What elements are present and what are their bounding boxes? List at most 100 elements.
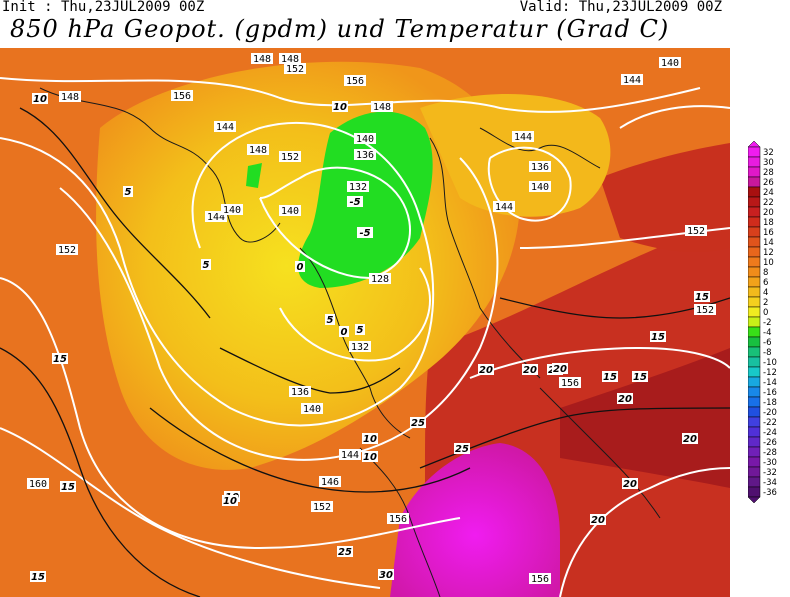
temperature-labels: 105500-5-5551010151515202020252530151515… [30,93,710,583]
legend-swatch [748,446,761,458]
geopotential-label: 156 [346,76,364,87]
temperature-label: 20 [553,364,567,375]
valid-time-label: Valid: Thu,23JUL2009 00Z [519,0,722,15]
legend-value: 16 [763,228,774,238]
legend-swatch [748,466,761,478]
legend-value: -34 [763,478,777,488]
legend-swatch [748,256,761,268]
geopotential-label-bg [387,513,409,524]
temperature-label: 15 [651,332,665,343]
legend-bottom-arrow [748,496,761,504]
legend-swatch [748,186,761,198]
geopotential-label-bg [559,377,581,388]
legend-value: 8 [763,268,768,278]
temperature-label-bg [30,571,46,582]
geopotential-label-bg [349,341,371,352]
geopotential-label: 148 [253,54,271,65]
temperature-label-bg [694,291,710,302]
temperature-label: 15 [633,372,647,383]
legend-value: 2 [763,298,768,308]
geopotential-label-bg [251,53,273,64]
geopotential-label: 152 [687,226,705,237]
legend-swatch [748,266,761,278]
legend-swatch [748,146,761,158]
geopotential-label: 140 [281,206,299,217]
geopotential-label: 144 [514,132,532,143]
geopotential-labels: 1481521561481441401361321281321361401441… [27,53,716,585]
geopotential-label: 148 [61,92,79,103]
temperature-label-bg [201,259,211,270]
geopotential-label: 148 [281,54,299,65]
temperature-label: 5 [357,325,364,336]
legend-swatch [748,436,761,448]
geopotential-label-bg [311,501,333,512]
legend-swatch [748,456,761,468]
temperature-label-bg [355,324,365,335]
legend-value: 26 [763,178,774,188]
temperature-label-bg [357,227,373,238]
legend-value: -30 [763,458,777,468]
geopotential-label: 128 [371,274,389,285]
temperature-label: 20 [683,434,697,445]
geopotential-label-bg [247,144,269,155]
legend-value: 24 [763,188,774,198]
geopotential-label-bg [512,131,534,142]
geopotential-label-bg [493,201,515,212]
geopotential-label-bg [56,244,78,255]
temperature-label: 25 [338,547,352,558]
hot-zone-darkred [560,348,730,488]
temperature-label-bg [552,363,568,374]
geopotential-label: 156 [531,574,549,585]
legend-swatch [748,386,761,398]
geopotential-label: 144 [207,212,225,223]
temperature-label-bg [337,546,353,557]
geopotential-label-bg [171,90,193,101]
temperature-label-bg [650,331,666,342]
temperature-label-bg [362,451,378,462]
geopotential-label: 146 [321,477,339,488]
temperature-label: 20 [623,479,637,490]
geopotential-label-bg [369,273,391,284]
weather-map: 1481521561481441401361321281321361401441… [0,48,730,597]
geopotential-label: 156 [561,378,579,389]
temperature-label-bg [60,481,76,492]
temperature-label: 10 [363,434,377,445]
temperature-label: 5 [125,187,132,198]
legend-value: 10 [763,258,774,268]
temperature-label-bg [32,93,48,104]
legend-value: -26 [763,438,777,448]
temperature-label: -5 [349,197,360,208]
legend-value: -14 [763,378,777,388]
geopotential-label-bg [354,133,376,144]
geopotential-label-bg [347,181,369,192]
geopotential-label-bg [301,403,323,414]
temperature-label-bg [454,443,470,454]
temperature-label: 10 [33,94,47,105]
legend-value: 32 [763,148,774,158]
legend-swatch [748,336,761,348]
temperature-label-bg [617,393,633,404]
temperature-label-bg [602,371,618,382]
geopotential-label-bg [27,478,49,489]
legend-swatch [748,286,761,298]
temperature-label: 0 [297,262,304,273]
geopotential-label: 152 [281,152,299,163]
temperature-label-bg [622,478,638,489]
warm-zone-northeast [600,143,730,253]
geopotential-label: 140 [223,205,241,216]
legend-swatch [748,156,761,168]
legend-swatch [748,196,761,208]
legend-swatch [748,366,761,378]
geopotential-label: 152 [286,64,304,75]
geopotential-label-bg [621,74,643,85]
legend-value: 6 [763,278,768,288]
temperature-label-bg [632,371,648,382]
temperature-label-bg [295,261,305,272]
geopotential-label-bg [284,63,306,74]
init-time-label: Init : Thu,23JUL2009 00Z [2,0,205,15]
cold-patch-small [246,163,262,188]
legend-value: -18 [763,398,777,408]
legend-value: 22 [763,198,774,208]
temperature-label: 25 [455,444,469,455]
geopotential-label: 140 [356,134,374,145]
